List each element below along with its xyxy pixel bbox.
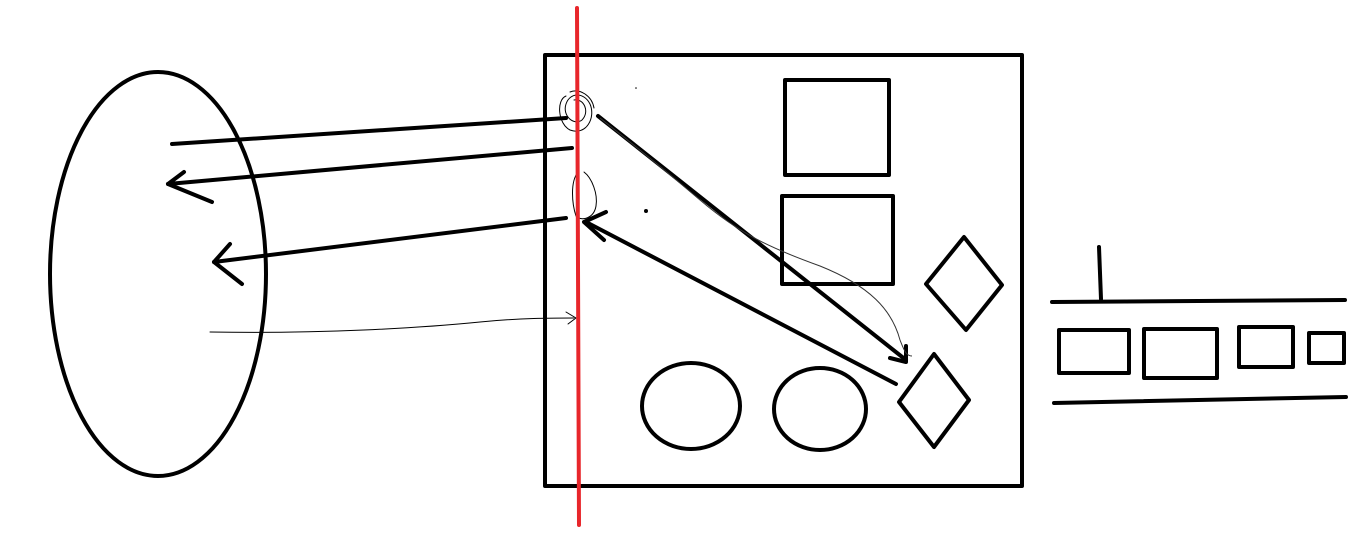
small-dot: [644, 209, 648, 213]
main-box: [543, 53, 1024, 488]
tiny-dot: [635, 87, 637, 89]
middle-scribble: [572, 171, 597, 220]
middle-rectangle: [780, 194, 895, 286]
arrow-ellipse-to-box: [170, 116, 568, 146]
arrow-box-to-ellipse-2: [212, 216, 568, 286]
right-circle: [772, 366, 868, 452]
strip-box-3: [1237, 325, 1295, 369]
strip-top-line: [1050, 298, 1347, 304]
red-divider-line: [575, 6, 581, 527]
faint-curve: [599, 117, 913, 357]
arrow-diagonal-down: [596, 114, 908, 364]
strip-bottom-line: [1052, 395, 1348, 405]
upper-diamond: [924, 235, 1004, 332]
strip-box-4: [1307, 331, 1346, 365]
arrow-diagonal-up: [582, 210, 898, 386]
strip-box-1: [1057, 328, 1131, 375]
top-rectangle: [783, 78, 891, 177]
strip-mast: [1097, 245, 1103, 301]
arrow-box-to-ellipse-1: [166, 146, 574, 204]
left-ellipse: [48, 70, 268, 478]
strip-box-2: [1142, 327, 1219, 380]
thin-arrow-to-divider: [209, 311, 577, 333]
lower-diamond: [897, 352, 971, 449]
left-circle: [640, 361, 742, 451]
